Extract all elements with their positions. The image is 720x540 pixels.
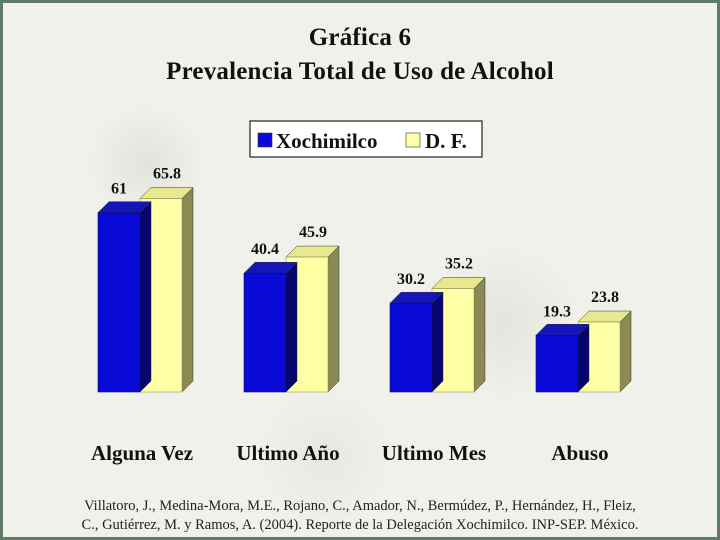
value-label-xochimilco-2: 30.2	[397, 271, 425, 288]
bar-xochimilco-1	[243, 272, 287, 393]
value-label-xochimilco-0: 61	[111, 181, 127, 198]
chart-subtitle: Prevalencia Total de Uso de Alcohol	[166, 58, 554, 85]
bar-side-xochimilco-2	[431, 291, 444, 393]
bar-xochimilco-0	[97, 212, 141, 393]
chart-title: Gráfica 6	[308, 24, 412, 51]
bar-side-df-3	[619, 310, 632, 393]
bar-side-xochimilco-3	[577, 323, 590, 393]
bar-side-df-1	[327, 245, 340, 393]
value-label-xochimilco-1: 40.4	[251, 241, 279, 258]
legend-swatch-xochimilco	[257, 132, 273, 148]
bar-side-df-2	[473, 276, 486, 393]
value-label-df-1: 45.9	[299, 224, 327, 241]
category-label-1: Ultimo Año	[236, 441, 339, 465]
citation-line-2: C., Gutiérrez, M. y Ramos, A. (2004). Re…	[81, 517, 639, 533]
value-label-df-3: 23.8	[591, 289, 619, 306]
bar-xochimilco-3	[535, 334, 579, 393]
value-label-xochimilco-3: 19.3	[543, 303, 571, 320]
citation: Villatoro, J., Medina-Mora, M.E., Rojano…	[3, 497, 717, 535]
bar-side-df-0	[181, 186, 194, 393]
legend-label-df: D. F.	[425, 129, 467, 153]
legend-label-xochimilco: Xochimilco	[276, 129, 377, 153]
bar-xochimilco-2	[389, 302, 433, 393]
legend-box	[249, 120, 483, 158]
category-label-0: Alguna Vez	[91, 441, 193, 465]
citation-line-1: Villatoro, J., Medina-Mora, M.E., Rojano…	[84, 498, 636, 514]
bar-side-xochimilco-0	[139, 201, 152, 393]
category-label-3: Abuso	[551, 441, 608, 465]
legend-swatch-df	[405, 132, 421, 148]
category-label-2: Ultimo Mes	[382, 441, 486, 465]
bar-side-xochimilco-1	[285, 261, 298, 393]
bar-chart: 65.8 61 Alguna Vez 45.9 40.4 Ultimo Año 35.2 30…	[91, 120, 632, 465]
value-label-df-0: 65.8	[153, 166, 181, 183]
value-label-df-2: 35.2	[445, 256, 473, 273]
